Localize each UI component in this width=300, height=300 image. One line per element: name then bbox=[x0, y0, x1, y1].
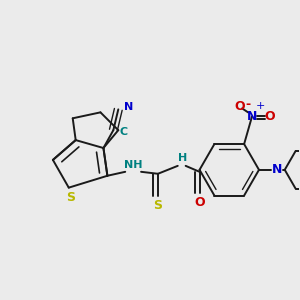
Text: O: O bbox=[235, 100, 245, 113]
Text: N: N bbox=[124, 102, 133, 112]
Text: NH: NH bbox=[124, 160, 142, 170]
Text: H: H bbox=[178, 153, 187, 163]
Text: N: N bbox=[272, 163, 282, 176]
Text: C: C bbox=[119, 127, 127, 137]
Text: S: S bbox=[66, 191, 75, 204]
Text: -: - bbox=[245, 98, 250, 111]
Text: O: O bbox=[194, 196, 205, 209]
Text: S: S bbox=[153, 199, 162, 212]
Text: O: O bbox=[265, 110, 275, 123]
Text: N: N bbox=[247, 110, 257, 123]
Text: +: + bbox=[255, 101, 265, 111]
